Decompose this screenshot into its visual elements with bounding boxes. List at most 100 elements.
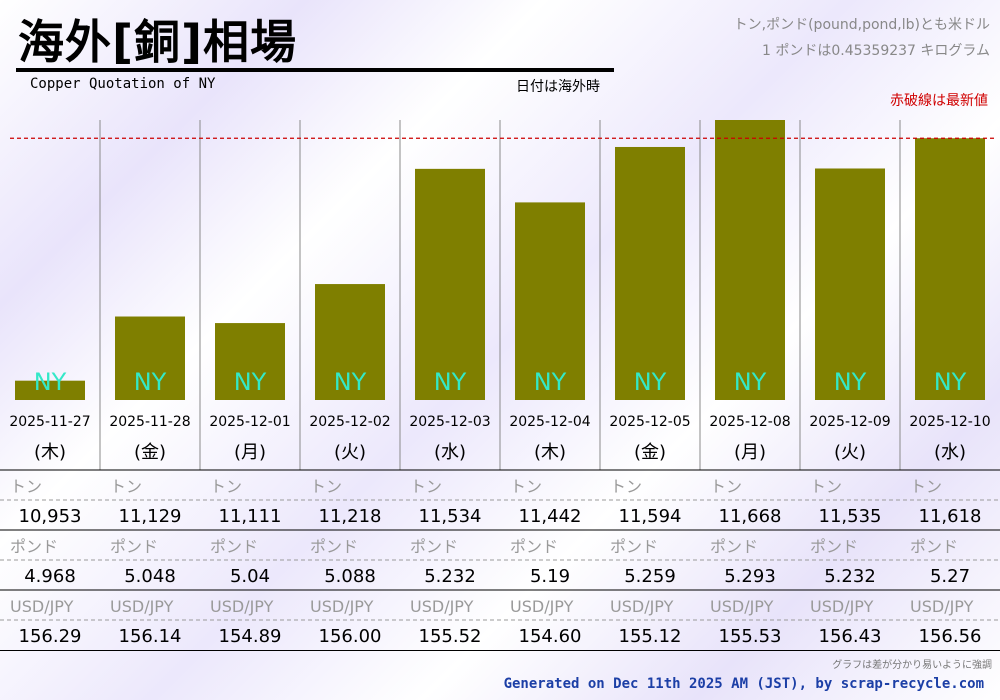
row-label-ton: トン	[510, 477, 542, 496]
bar-label: NY	[234, 368, 267, 396]
cell-pound: 5.04	[230, 566, 270, 587]
cell-pound: 5.048	[124, 566, 176, 587]
row-label-pound: ポンド	[410, 537, 458, 556]
x-tick-label: 2025-12-01	[209, 414, 290, 430]
row-label-pound: ポンド	[610, 537, 658, 556]
row-label-pound: ポンド	[310, 537, 358, 556]
bar	[415, 168, 485, 400]
bar-label: NY	[834, 368, 867, 396]
cell-pound: 5.232	[424, 566, 476, 587]
bar-label: NY	[34, 368, 67, 396]
cell-usdjpy: 156.56	[919, 626, 982, 647]
bar	[715, 120, 785, 400]
cell-pound: 5.259	[624, 566, 676, 587]
cell-usdjpy: 156.00	[319, 626, 382, 647]
weekday-label: (水)	[434, 442, 466, 463]
x-tick-label: 2025-12-05	[609, 414, 690, 430]
row-label-ton: トン	[910, 477, 942, 496]
row-label-usdjpy: USD/JPY	[910, 597, 974, 616]
pound-conversion-note: 1 ポンドは0.45359237 キログラム	[761, 43, 990, 59]
row-label-pound: ポンド	[510, 537, 558, 556]
cell-ton: 11,535	[819, 506, 882, 527]
bar	[915, 138, 985, 400]
bar	[115, 316, 185, 400]
unit-note: トン,ポンド(pound,pond,lb)とも米ドル	[733, 17, 990, 33]
row-label-usdjpy: USD/JPY	[810, 597, 874, 616]
cell-pound: 4.968	[24, 566, 76, 587]
cell-usdjpy: 154.89	[219, 626, 282, 647]
row-label-pound: ポンド	[710, 537, 758, 556]
x-tick-label: 2025-12-08	[709, 414, 790, 430]
x-tick-label: 2025-12-04	[509, 414, 590, 430]
cell-usdjpy: 155.12	[619, 626, 682, 647]
row-label-pound: ポンド	[910, 537, 958, 556]
cell-ton: 11,668	[719, 506, 782, 527]
bar	[15, 380, 85, 400]
cell-usdjpy: 156.43	[819, 626, 882, 647]
chart-emphasis-note: グラフは差が分かり易いように強調	[832, 660, 992, 671]
row-label-ton: トン	[10, 477, 42, 496]
generated-credit: Generated on Dec 11th 2025 AM (JST), by …	[503, 676, 984, 692]
bar-label: NY	[634, 368, 667, 396]
subtitle: Copper Quotation of NY	[30, 76, 216, 92]
bar-label: NY	[934, 368, 967, 396]
weekday-label: (火)	[334, 442, 366, 463]
cell-pound: 5.088	[324, 566, 376, 587]
row-label-ton: トン	[210, 477, 242, 496]
cell-usdjpy: 154.60	[519, 626, 582, 647]
bar	[815, 168, 885, 400]
row-label-ton: トン	[110, 477, 142, 496]
x-tick-label: 2025-12-02	[309, 414, 390, 430]
row-label-ton: トン	[810, 477, 842, 496]
page-title: 海外[銅]相場	[18, 15, 298, 69]
x-tick-label: 2025-12-09	[809, 414, 890, 430]
cell-ton: 11,129	[119, 506, 182, 527]
cell-usdjpy: 156.29	[19, 626, 82, 647]
bar	[315, 284, 385, 400]
weekday-label: (木)	[34, 442, 66, 463]
row-label-usdjpy: USD/JPY	[210, 597, 274, 616]
bar	[615, 146, 685, 400]
row-label-usdjpy: USD/JPY	[110, 597, 174, 616]
x-tick-label: 2025-12-10	[909, 414, 990, 430]
cell-ton: 11,618	[919, 506, 982, 527]
cell-usdjpy: 155.52	[419, 626, 482, 647]
bar-label: NY	[134, 368, 167, 396]
bar-label: NY	[334, 368, 367, 396]
x-tick-label: 2025-11-27	[9, 414, 90, 430]
bar-label: NY	[434, 368, 467, 396]
cell-usdjpy: 155.53	[719, 626, 782, 647]
cell-usdjpy: 156.14	[119, 626, 182, 647]
row-label-usdjpy: USD/JPY	[310, 597, 374, 616]
cell-ton: 11,111	[219, 506, 282, 527]
cell-ton: 11,534	[419, 506, 482, 527]
date-note: 日付は海外時	[516, 79, 600, 95]
weekday-label: (月)	[734, 442, 766, 463]
bar	[215, 323, 285, 400]
weekday-label: (月)	[234, 442, 266, 463]
row-label-ton: トン	[310, 477, 342, 496]
cell-ton: 11,442	[519, 506, 582, 527]
row-label-pound: ポンド	[110, 537, 158, 556]
title-underline	[16, 68, 614, 72]
row-label-pound: ポンド	[810, 537, 858, 556]
latest-line-legend: 赤破線は最新値	[890, 93, 988, 109]
row-label-usdjpy: USD/JPY	[710, 597, 774, 616]
cell-ton: 11,218	[319, 506, 382, 527]
weekday-label: (金)	[634, 442, 666, 463]
cell-pound: 5.19	[530, 566, 570, 587]
cell-pound: 5.232	[824, 566, 876, 587]
row-label-usdjpy: USD/JPY	[510, 597, 574, 616]
row-label-usdjpy: USD/JPY	[10, 597, 74, 616]
row-label-ton: トン	[610, 477, 642, 496]
row-label-pound: ポンド	[10, 537, 58, 556]
cell-pound: 5.27	[930, 566, 970, 587]
row-label-pound: ポンド	[210, 537, 258, 556]
weekday-label: (火)	[834, 442, 866, 463]
cell-ton: 10,953	[19, 506, 82, 527]
weekday-label: (水)	[934, 442, 966, 463]
row-label-ton: トン	[710, 477, 742, 496]
row-label-usdjpy: USD/JPY	[410, 597, 474, 616]
cell-ton: 11,594	[619, 506, 682, 527]
